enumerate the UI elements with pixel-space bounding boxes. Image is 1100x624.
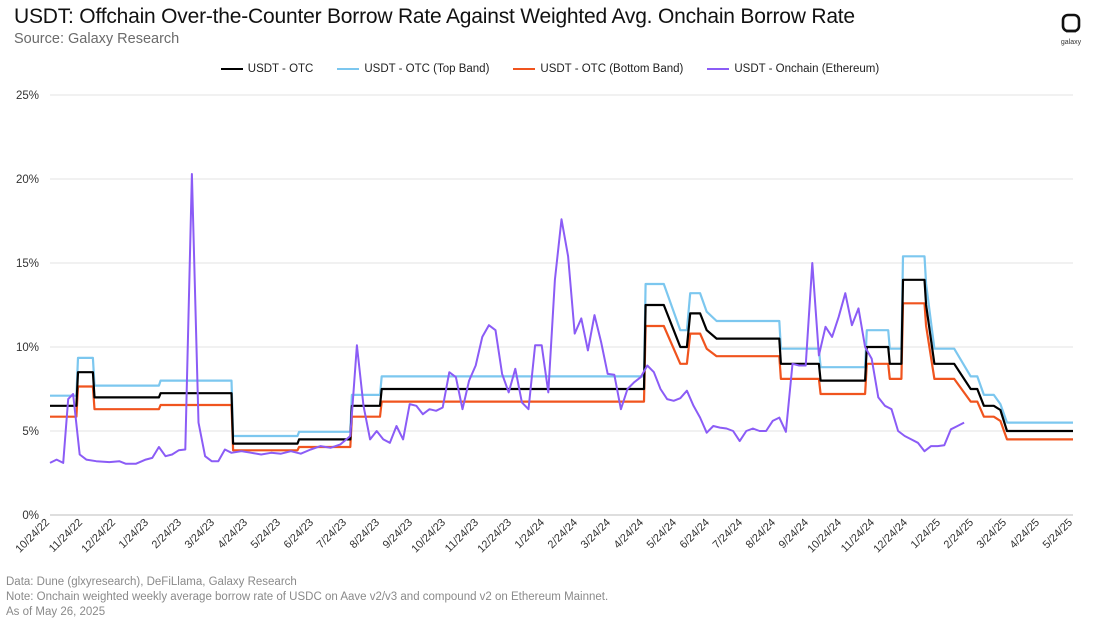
x-tick-label: 6/24/24	[678, 517, 712, 551]
x-tick-label: 10/24/24	[805, 517, 844, 556]
series-line-onchain	[49, 173, 965, 465]
footer-data-source: Data: Dune (glxyresearch), DeFiLlama, Ga…	[6, 576, 297, 588]
legend-item-onchain: USDT - Onchain (Ethereum)	[707, 63, 879, 75]
x-tick-label: 2/24/25	[942, 517, 976, 551]
galaxy-logo-text: galaxy	[1060, 39, 1082, 46]
x-tick-label: 1/24/25	[909, 517, 943, 551]
legend-label: USDT - OTC (Bottom Band)	[540, 63, 684, 75]
series-line-otc	[50, 278, 1073, 445]
x-tick-label: 8/24/24	[744, 517, 778, 551]
x-tick-label: 4/24/24	[612, 517, 646, 551]
chart-title: USDT: Offchain Over-the-Counter Borrow R…	[14, 5, 855, 28]
x-tick-label: 7/24/23	[315, 517, 349, 551]
x-axis-ticks: 10/24/2211/24/2212/24/221/24/232/24/233/…	[13, 517, 1075, 556]
series-lines	[49, 173, 1073, 465]
x-tick-label: 7/24/24	[711, 517, 745, 551]
legend-label: USDT - OTC (Top Band)	[364, 63, 490, 75]
x-tick-label: 2/24/23	[150, 517, 184, 551]
legend-label: USDT - OTC	[247, 63, 314, 75]
footer-as-of-date: As of May 26, 2025	[6, 606, 106, 618]
chart-footer: Data: Dune (glxyresearch), DeFiLlama, Ga…	[6, 575, 608, 620]
x-tick-label: 1/24/23	[117, 517, 151, 551]
x-tick-label: 3/24/24	[579, 517, 613, 551]
y-tick-label: 0%	[22, 510, 39, 522]
series-line-top-band	[50, 255, 1073, 438]
x-tick-label: 6/24/23	[282, 517, 316, 551]
x-tick-label: 5/24/25	[1041, 517, 1075, 551]
x-tick-label: 12/24/23	[475, 517, 514, 556]
y-axis-ticks: 0% 5% 10% 15% 20% 25%	[16, 90, 39, 522]
legend-swatch	[220, 67, 243, 71]
chart-legend: USDT - OTC USDT - OTC (Top Band) USDT - OT…	[0, 63, 1100, 75]
chart-subtitle: Source: Galaxy Research	[14, 31, 180, 47]
x-tick-label: 10/24/22	[13, 517, 52, 556]
x-tick-label: 5/24/24	[645, 517, 679, 551]
grid-lines	[50, 94, 1073, 516]
x-tick-label: 10/24/23	[409, 517, 448, 556]
y-tick-label: 5%	[22, 426, 39, 438]
x-tick-label: 8/24/23	[348, 517, 382, 551]
x-tick-label: 11/24/23	[443, 517, 481, 555]
legend-swatch	[337, 67, 360, 71]
x-tick-label: 2/24/24	[546, 517, 580, 551]
galaxy-logo-icon	[1061, 13, 1081, 33]
galaxy-logo: galaxy	[1056, 12, 1086, 46]
x-tick-label: 5/24/23	[249, 517, 283, 551]
x-tick-label: 11/24/24	[839, 517, 877, 555]
x-tick-label: 12/24/24	[871, 517, 910, 556]
legend-item-top-band: USDT - OTC (Top Band)	[337, 63, 489, 75]
x-tick-label: 3/24/25	[975, 517, 1009, 551]
y-tick-label: 25%	[16, 90, 39, 102]
y-tick-label: 10%	[16, 342, 39, 354]
y-tick-label: 15%	[16, 258, 39, 270]
legend-item-otc: USDT - OTC	[220, 63, 314, 75]
line-chart: 0%5%10%15%20%25% 10/24/2211/24/2212/24/2…	[13, 90, 1075, 556]
y-tick-label: 20%	[16, 174, 39, 186]
footer-note: Note: Onchain weighted weekly average bo…	[6, 591, 609, 603]
legend-label: USDT - Onchain (Ethereum)	[734, 63, 880, 75]
x-tick-label: 4/24/23	[216, 517, 250, 551]
x-tick-label: 4/24/25	[1008, 517, 1042, 551]
legend-item-bottom-band: USDT - OTC (Bottom Band)	[513, 63, 683, 75]
legend-swatch	[707, 67, 730, 71]
legend-swatch	[513, 67, 536, 71]
x-tick-label: 11/24/22	[47, 517, 85, 555]
x-tick-label: 1/24/24	[513, 517, 547, 551]
x-tick-label: 12/24/22	[79, 517, 118, 556]
x-tick-label: 3/24/23	[183, 517, 217, 551]
